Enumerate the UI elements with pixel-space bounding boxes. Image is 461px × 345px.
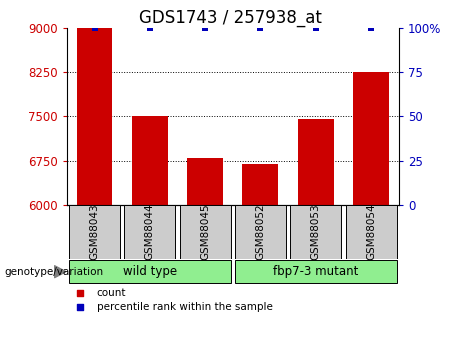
- Point: [77, 290, 84, 296]
- Bar: [124, 205, 175, 259]
- Bar: [242, 164, 278, 205]
- Bar: [353, 72, 389, 205]
- Text: genotype/variation: genotype/variation: [5, 267, 104, 277]
- Text: GDS1743 / 257938_at: GDS1743 / 257938_at: [139, 9, 322, 27]
- Text: percentile rank within the sample: percentile rank within the sample: [97, 302, 272, 312]
- Bar: [346, 205, 396, 259]
- Bar: [180, 205, 230, 259]
- Text: GSM88044: GSM88044: [145, 204, 155, 260]
- Text: GSM88052: GSM88052: [255, 204, 266, 260]
- Text: GSM88045: GSM88045: [200, 204, 210, 260]
- Text: count: count: [97, 288, 126, 298]
- Text: GSM88054: GSM88054: [366, 204, 376, 260]
- Text: fbp7-3 mutant: fbp7-3 mutant: [273, 265, 359, 278]
- Point: [77, 304, 84, 309]
- Text: wild type: wild type: [123, 265, 177, 278]
- Bar: [235, 260, 396, 283]
- Bar: [298, 119, 334, 205]
- Point: [91, 25, 98, 30]
- Bar: [132, 116, 168, 205]
- Bar: [235, 205, 286, 259]
- Bar: [69, 205, 120, 259]
- Bar: [290, 205, 341, 259]
- Point: [312, 25, 319, 30]
- Polygon shape: [54, 266, 66, 278]
- Bar: [187, 158, 223, 205]
- Point: [146, 25, 154, 30]
- Bar: [77, 28, 112, 205]
- Point: [367, 25, 375, 30]
- Bar: [69, 260, 230, 283]
- Point: [257, 25, 264, 30]
- Point: [201, 25, 209, 30]
- Text: GSM88043: GSM88043: [89, 204, 100, 260]
- Text: GSM88053: GSM88053: [311, 204, 321, 260]
